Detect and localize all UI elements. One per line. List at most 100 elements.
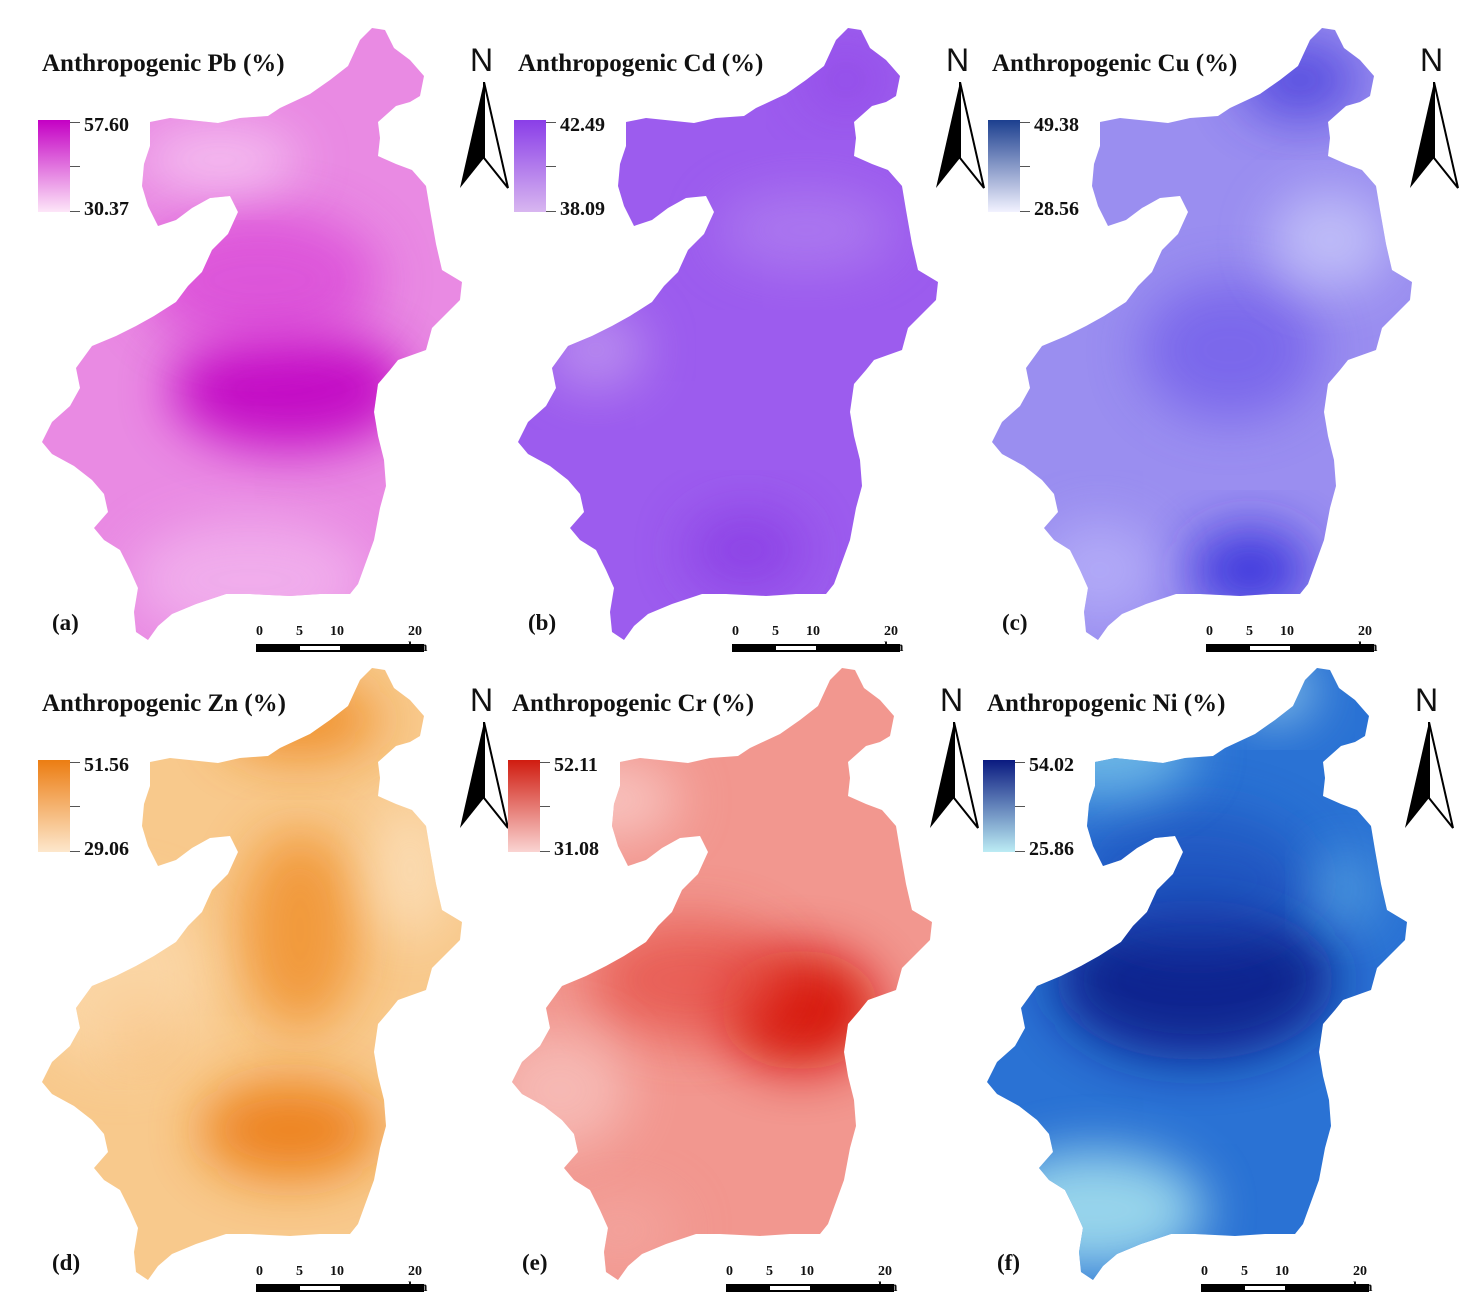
legend-tick-mid: [1015, 806, 1025, 807]
north-arrow-icon: [930, 722, 979, 829]
north-arrow-icon: [460, 722, 509, 829]
panel-letter: (f): [997, 1250, 1020, 1275]
map-area: [42, 28, 462, 640]
north-arrow-icon: [460, 82, 509, 189]
scale-label-5: 5: [772, 624, 779, 639]
north-arrow-icon: [1405, 722, 1454, 829]
legend-tick-mid: [1020, 166, 1030, 167]
map-panel: Anthropogenic Cr (%) 52.11 31.08 (e) 0 5…: [470, 650, 979, 1295]
legend-tick-mid: [546, 166, 556, 167]
legend-max-value: 49.38: [1034, 114, 1079, 136]
legend-tick-min: [546, 211, 556, 212]
scale-label-10: 10: [1275, 1264, 1289, 1279]
scale-bar: 0 5 10 20 km: [256, 1262, 432, 1298]
scale-label-0: 0: [1201, 1264, 1208, 1279]
legend-tick-max: [70, 122, 80, 123]
scale-label-5: 5: [296, 1264, 303, 1279]
scale-label-0: 0: [726, 1264, 733, 1279]
legend-color-ramp: [983, 760, 1015, 852]
scale-bar-white-segment: [300, 646, 340, 650]
legend-tick-max: [1020, 122, 1030, 123]
north-label: N: [940, 682, 964, 718]
legend-color-ramp: [514, 120, 546, 212]
scale-bar: 0 5 10 20 km: [256, 622, 432, 658]
scale-bar: 0 5 10 20 km: [1206, 622, 1382, 658]
north-arrow: N: [928, 682, 980, 832]
scale-bar: 0 5 10 20 km: [732, 622, 908, 658]
legend-color-ramp: [38, 120, 70, 212]
north-label: N: [1415, 682, 1439, 718]
scale-label-10: 10: [330, 1264, 344, 1279]
scale-label-5: 5: [1246, 624, 1253, 639]
legend-tick-mid: [540, 806, 550, 807]
map-title: Anthropogenic Cd (%): [518, 50, 764, 77]
scale-bar-black: [256, 644, 424, 652]
legend-max-value: 54.02: [1029, 754, 1074, 776]
north-arrow: N: [934, 42, 986, 192]
legend-tick-min: [1015, 851, 1025, 852]
scale-bar: 0 5 10 20 km: [1201, 1262, 1377, 1298]
map-panel: Anthropogenic Cd (%) 42.49 38.09 (b) 0 5…: [476, 10, 985, 655]
legend-color-ramp: [988, 120, 1020, 212]
north-label: N: [1420, 42, 1444, 78]
north-label: N: [946, 42, 970, 78]
legend-tick-max: [1015, 762, 1025, 763]
map-title: Anthropogenic Ni (%): [987, 690, 1226, 717]
north-arrow: N: [1403, 682, 1455, 832]
legend-tick-min: [70, 211, 80, 212]
map-panel: Anthropogenic Pb (%) 57.60 30.37 (a) 0 5…: [0, 10, 509, 655]
scale-bar-black: [726, 1284, 894, 1292]
panel-letter: (a): [52, 610, 79, 635]
map-panel: Anthropogenic Ni (%) 54.02 25.86 (f) 0 5…: [945, 650, 1454, 1295]
legend-tick-max: [546, 122, 556, 123]
scale-label-10: 10: [330, 624, 344, 639]
legend-max-value: 57.60: [84, 114, 129, 136]
scale-label-10: 10: [806, 624, 820, 639]
scale-label-0: 0: [732, 624, 739, 639]
legend-min-value: 29.06: [84, 838, 129, 860]
legend-max-value: 51.56: [84, 754, 129, 776]
map-surface: [42, 28, 462, 640]
map-title: Anthropogenic Pb (%): [42, 50, 285, 77]
north-arrow: N: [458, 682, 510, 832]
legend-tick-min: [70, 851, 80, 852]
panel-letter: (e): [522, 1250, 548, 1275]
scale-label-5: 5: [1241, 1264, 1248, 1279]
legend-min-value: 38.09: [560, 198, 605, 220]
legend-max-value: 52.11: [554, 754, 598, 776]
scale-bar: 0 5 10 20 km: [726, 1262, 902, 1298]
map-surface: [518, 28, 938, 640]
map-area: [512, 668, 932, 1280]
map-area: [42, 668, 462, 1280]
map-panel: Anthropogenic Zn (%) 51.56 29.06 (d) 0 5…: [0, 650, 509, 1295]
north-arrow-icon: [1410, 82, 1459, 189]
map-title: Anthropogenic Cu (%): [992, 50, 1238, 77]
map-surface: [987, 668, 1407, 1280]
map-area: [992, 28, 1412, 640]
scale-bar-white-segment: [1245, 1286, 1285, 1290]
scale-bar-white-segment: [770, 1286, 810, 1290]
legend-tick-mid: [70, 806, 80, 807]
north-arrow: N: [458, 42, 510, 192]
north-arrow-icon: [936, 82, 985, 189]
north-label: N: [470, 682, 494, 718]
legend-tick-mid: [70, 166, 80, 167]
legend-min-value: 28.56: [1034, 198, 1079, 220]
map-title: Anthropogenic Cr (%): [512, 690, 755, 717]
map-title: Anthropogenic Zn (%): [42, 690, 287, 717]
panel-letter: (b): [528, 610, 557, 635]
scale-label-0: 0: [256, 1264, 263, 1279]
panel-letter: (c): [1002, 610, 1028, 635]
legend-max-value: 42.49: [560, 114, 605, 136]
map-area: [518, 28, 938, 640]
north-label: N: [470, 42, 494, 78]
scale-label-5: 5: [296, 624, 303, 639]
map-surface: [992, 28, 1412, 640]
scale-bar-white-segment: [300, 1286, 340, 1290]
panel-letter: (d): [52, 1250, 81, 1275]
legend-color-ramp: [38, 760, 70, 852]
scale-bar-white-segment: [1250, 646, 1290, 650]
north-arrow: N: [1408, 42, 1460, 192]
scale-label-10: 10: [1280, 624, 1294, 639]
scale-label-10: 10: [800, 1264, 814, 1279]
